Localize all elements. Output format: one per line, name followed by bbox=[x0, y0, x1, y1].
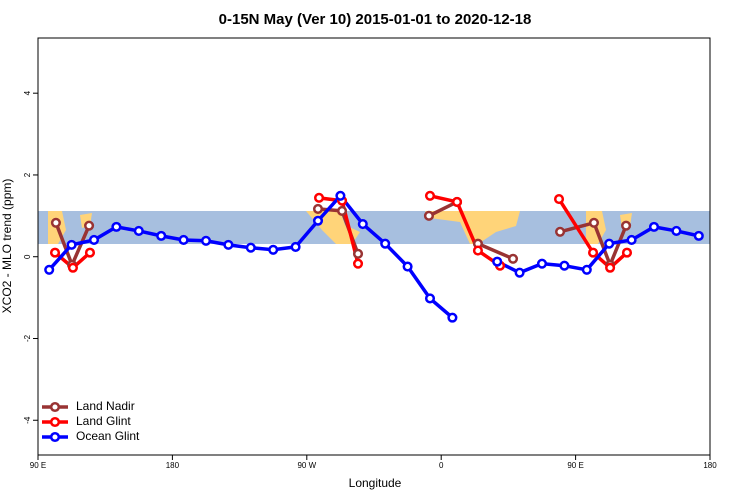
point bbox=[245, 242, 256, 253]
point bbox=[352, 258, 364, 269]
x-axis-label: Longitude bbox=[349, 476, 402, 490]
point bbox=[621, 220, 632, 231]
x-tick-label: 0 bbox=[439, 461, 444, 470]
x-tick-label: 90 E bbox=[567, 461, 583, 470]
y-tick-label: 2 bbox=[23, 172, 32, 177]
x-tick-label: 180 bbox=[166, 461, 180, 470]
y-axis-label: XCO2 - MLO trend (ppm) bbox=[0, 179, 14, 314]
point bbox=[648, 221, 660, 232]
y-tick-label: 0 bbox=[23, 254, 32, 259]
point bbox=[604, 238, 615, 249]
point bbox=[451, 196, 463, 207]
point bbox=[49, 247, 61, 258]
y-tick-label: -4 bbox=[23, 416, 32, 424]
point bbox=[605, 262, 616, 273]
point bbox=[223, 239, 234, 250]
point bbox=[492, 256, 503, 267]
point bbox=[84, 247, 96, 258]
point bbox=[514, 267, 525, 278]
y-tick-label: -2 bbox=[23, 334, 32, 342]
chart-title: 0-15N May (Ver 10) 2015-01-01 to 2020-12… bbox=[219, 11, 532, 28]
point bbox=[50, 217, 61, 228]
point bbox=[671, 225, 682, 237]
point bbox=[536, 258, 548, 269]
point bbox=[67, 262, 78, 273]
point bbox=[507, 253, 519, 264]
x-tick-label: 180 bbox=[703, 461, 717, 470]
point bbox=[693, 230, 704, 241]
point bbox=[424, 190, 436, 201]
y-tick-label: 4 bbox=[23, 90, 32, 95]
point bbox=[336, 205, 348, 216]
point bbox=[352, 248, 364, 259]
x-tick-label: 90 W bbox=[297, 461, 316, 470]
point bbox=[133, 225, 144, 237]
point bbox=[200, 235, 212, 246]
point bbox=[380, 238, 391, 249]
point bbox=[447, 312, 458, 323]
legend-label: Land Glint bbox=[76, 414, 131, 428]
point bbox=[424, 293, 436, 304]
point bbox=[84, 220, 95, 231]
plot-frame bbox=[37, 37, 711, 456]
legend-marker bbox=[49, 431, 61, 443]
point bbox=[559, 260, 570, 271]
point bbox=[553, 194, 565, 205]
point bbox=[402, 261, 413, 272]
point bbox=[268, 244, 279, 255]
point bbox=[423, 210, 435, 221]
point bbox=[621, 247, 633, 258]
point bbox=[588, 247, 599, 258]
point bbox=[555, 226, 566, 237]
point bbox=[588, 217, 600, 228]
point bbox=[156, 230, 167, 241]
legend-marker bbox=[49, 401, 61, 413]
point bbox=[472, 245, 483, 256]
legend-marker bbox=[49, 416, 61, 428]
point bbox=[66, 239, 77, 250]
point bbox=[313, 192, 325, 203]
point bbox=[44, 264, 55, 275]
point bbox=[312, 203, 324, 214]
point bbox=[581, 264, 592, 275]
point bbox=[626, 234, 637, 246]
legend-label: Ocean Glint bbox=[76, 429, 140, 443]
point bbox=[111, 221, 122, 232]
point bbox=[290, 241, 301, 252]
point bbox=[178, 234, 189, 246]
x-tick-label: 90 E bbox=[30, 461, 46, 470]
point bbox=[357, 218, 368, 230]
point bbox=[88, 234, 100, 246]
point bbox=[312, 215, 324, 226]
legend-label: Land Nadir bbox=[76, 399, 135, 413]
point bbox=[335, 190, 346, 201]
